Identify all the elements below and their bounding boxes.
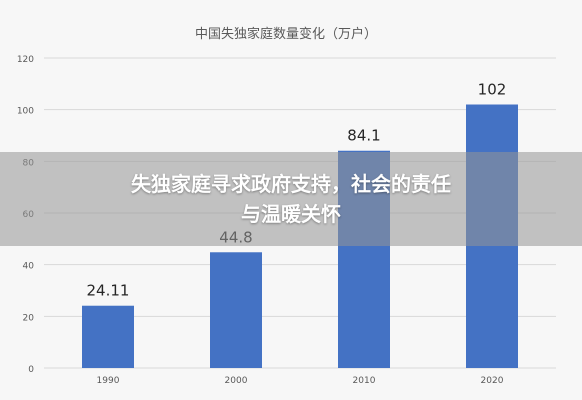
x-tick-label: 2000 xyxy=(225,376,248,386)
headline-banner: 失独家庭寻求政府支持，社会的责任 与温暖关怀 xyxy=(0,152,582,246)
x-tick-label: 1990 xyxy=(97,376,120,386)
y-tick-label: 100 xyxy=(17,107,34,117)
x-axis-ticks: 1990 2000 2010 2020 xyxy=(97,376,504,386)
y-tick-label: 120 xyxy=(17,55,34,65)
headline-line-1: 失独家庭寻求政府支持，社会的责任 xyxy=(131,172,451,196)
x-tick-label: 2020 xyxy=(481,376,504,386)
chart-title: 中国失独家庭数量变化（万户） xyxy=(195,26,377,42)
data-label-1990: 24.11 xyxy=(87,282,130,300)
y-tick-label: 40 xyxy=(23,262,35,272)
bar-1990 xyxy=(82,305,134,368)
data-label-2010: 84.1 xyxy=(347,127,380,145)
headline-line-2: 与温暖关怀 xyxy=(241,202,341,226)
y-tick-label: 0 xyxy=(28,365,34,375)
data-label-2020: 102 xyxy=(478,81,507,99)
x-tick-label: 2010 xyxy=(353,376,376,386)
y-tick-label: 20 xyxy=(23,313,35,323)
bar-2000 xyxy=(210,252,262,368)
